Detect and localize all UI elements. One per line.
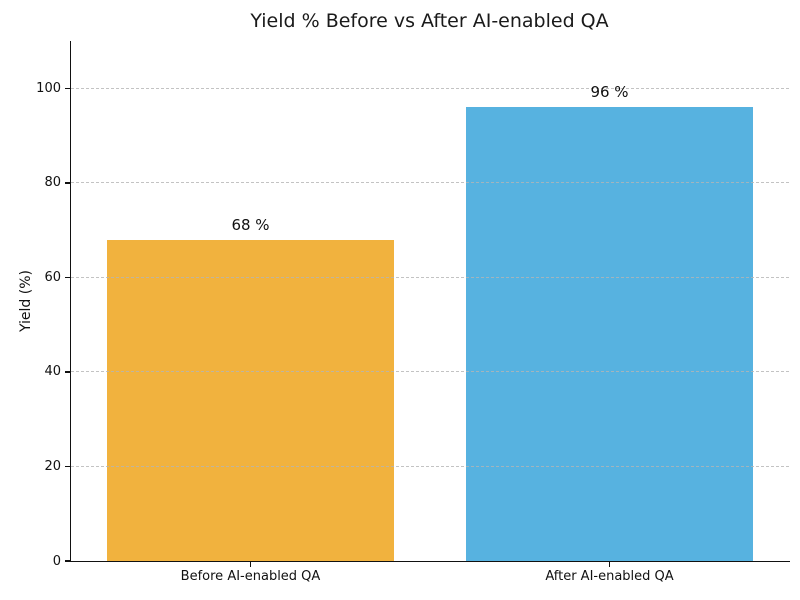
gridline-y-40 — [71, 371, 789, 373]
gridline-y-60 — [71, 276, 789, 278]
gridline-y-20 — [71, 465, 789, 467]
y-tick-80 — [64, 182, 70, 184]
y-axis-label: Yield (%) — [18, 270, 34, 333]
y-tick-100 — [64, 87, 70, 90]
bar-value-label-1: 68 % — [231, 215, 270, 234]
y-tick-40 — [64, 371, 70, 373]
y-tick-label-20: 20 — [44, 458, 61, 474]
y-tick-label-40: 40 — [44, 364, 61, 380]
y-tick-label-80: 80 — [44, 175, 61, 191]
chart-title: Yield % Before vs After AI-enabled QA — [250, 10, 609, 32]
y-tick-label-0: 0 — [52, 553, 61, 569]
bar-2 — [465, 107, 754, 561]
bar-1 — [106, 239, 395, 561]
y-tick-0 — [64, 560, 70, 562]
y-tick-60 — [64, 276, 70, 279]
x-tick-1 — [249, 562, 252, 567]
gridline-y-100 — [71, 87, 789, 89]
x-tick-2 — [608, 562, 611, 567]
x-axis-spine — [69, 560, 790, 563]
x-tick-label-2: After AI-enabled QA — [545, 569, 674, 584]
gridline-y-80 — [71, 182, 789, 184]
y-tick-label-60: 60 — [44, 269, 61, 285]
y-tick-20 — [64, 465, 70, 468]
x-tick-label-1: Before AI-enabled QA — [180, 569, 321, 584]
bar-value-label-2: 96 % — [590, 83, 629, 102]
y-tick-label-100: 100 — [36, 80, 61, 96]
y-axis-spine — [69, 41, 72, 562]
